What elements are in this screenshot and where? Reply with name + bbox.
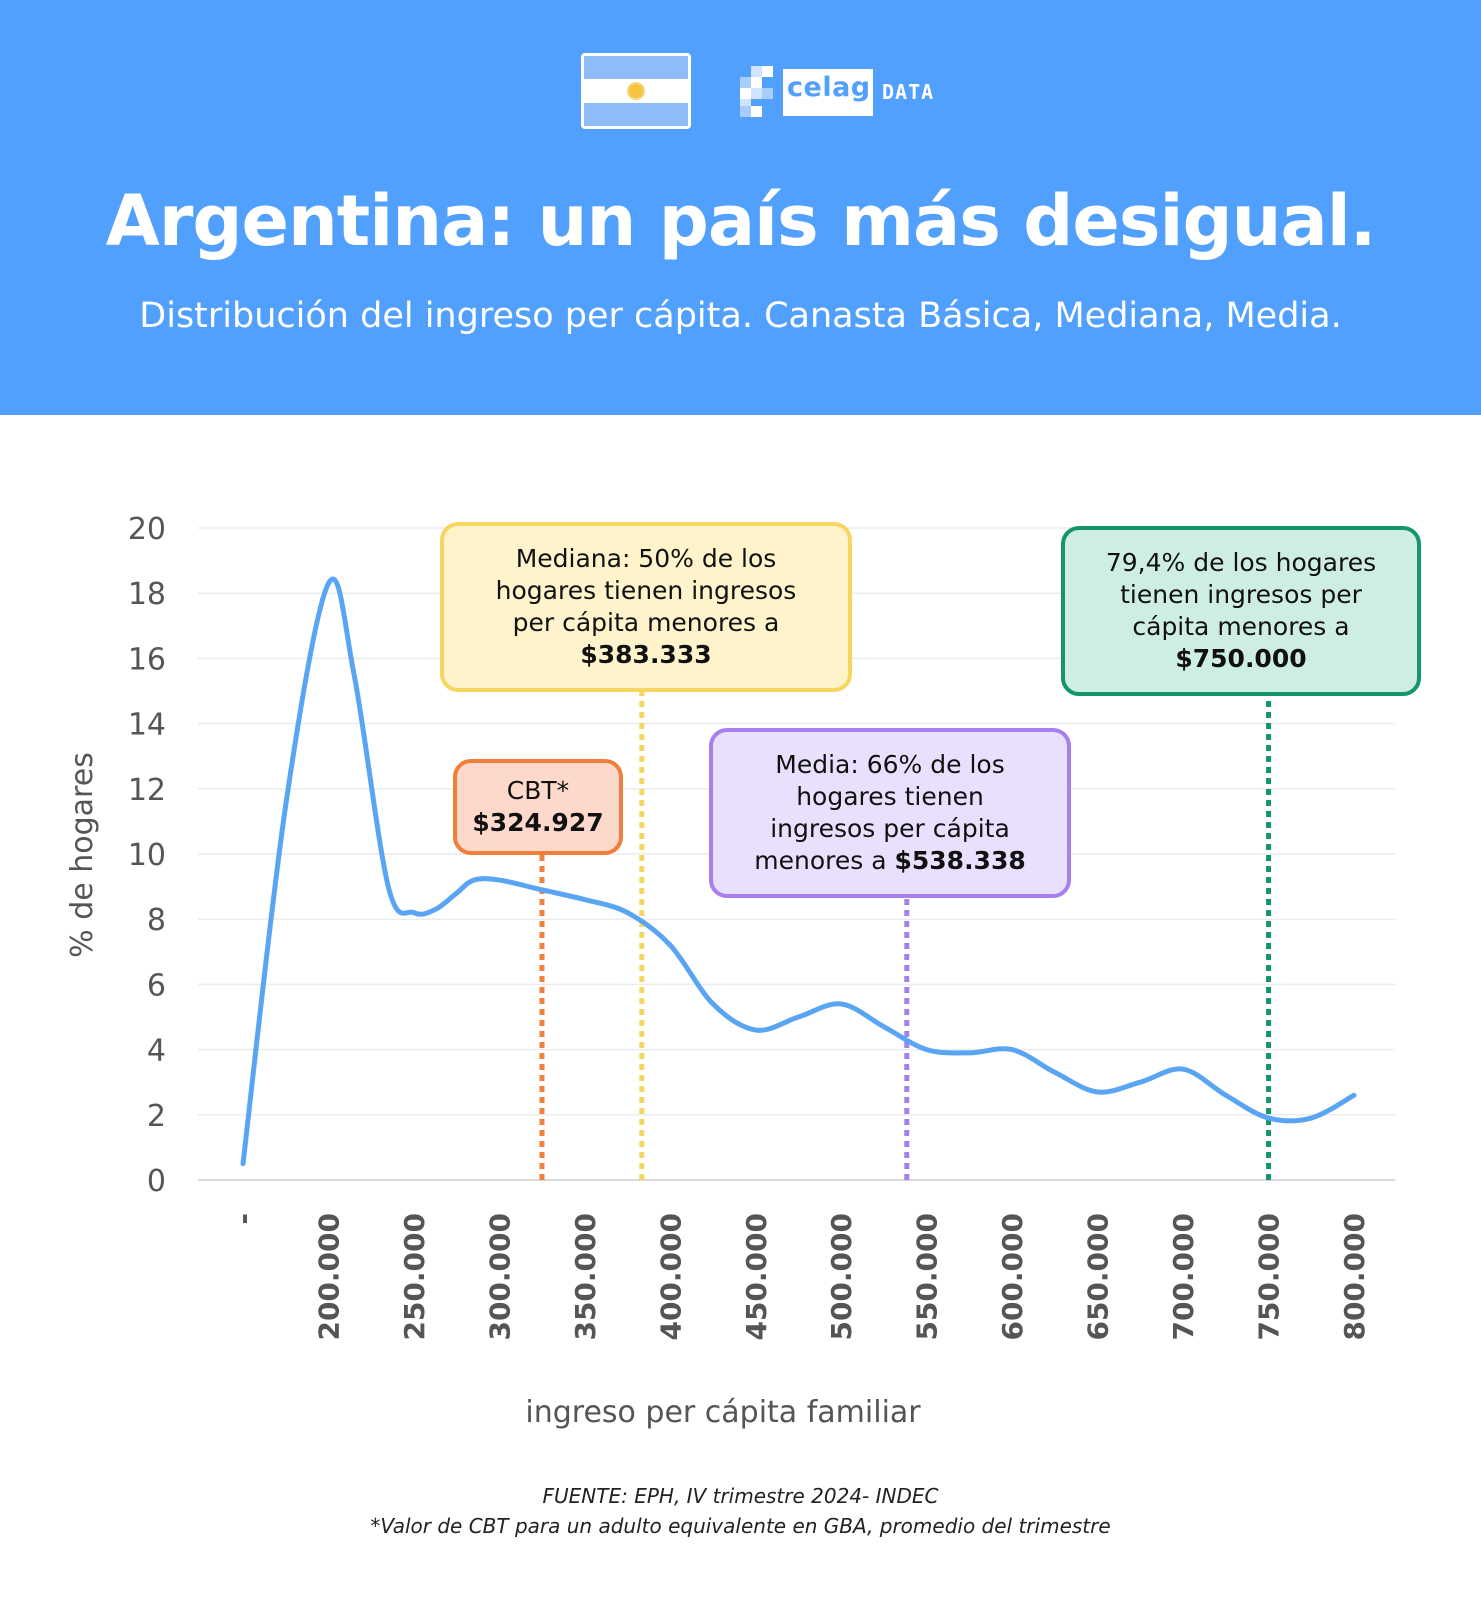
y-axis-label: % de hogares [65,752,100,958]
x-tick-10: 650.000 [1082,1213,1115,1341]
y-tick-2: 2 [147,1099,166,1134]
mediana-line-2: hogares tienen ingresos [495,576,797,605]
x-tick-7: 500.000 [825,1213,858,1341]
pixel-mosaic-icon [740,66,786,118]
argentina-flag-icon [581,53,691,129]
mediana-line-3: per cápita menores a [512,608,780,637]
y-axis-ticks: 0 2 4 6 8 10 12 14 16 18 20 [128,512,166,1199]
x-tick-12: 750.000 [1253,1213,1286,1341]
p79-line-3: cápita menores a [1132,612,1350,641]
media-line-4: menores a [754,846,895,875]
cbt-annotation: CBT* $324.927 [453,759,623,855]
y-tick-10: 10 [128,838,166,873]
x-tick-9: 600.000 [996,1213,1029,1341]
x-tick-2: 250.000 [398,1213,431,1341]
x-axis-ticks: - 200.000 250.000 300.000 350.000 400.000 450.… [227,1213,1371,1341]
y-tick-0: 0 [147,1164,166,1199]
x-tick-1: 200.000 [312,1213,345,1341]
logo-suffix: DATA [882,80,935,104]
y-tick-20: 20 [128,512,166,547]
x-tick-5: 400.000 [654,1213,687,1341]
y-tick-4: 4 [147,1034,166,1069]
page-title: Argentina: un país más desigual. [105,180,1377,262]
page-subtitle: Distribución del ingreso per cápita. Can… [139,296,1342,336]
x-tick-13: 800.000 [1338,1213,1371,1341]
p79-line-1: 79,4% de los hogares [1105,548,1377,577]
p79-value: $750.000 [1175,644,1307,673]
x-tick-4: 350.000 [569,1213,602,1341]
media-line-1: Media: 66% de los [775,750,1005,779]
x-tick-11: 700.000 [1167,1213,1200,1341]
mediana-value: $383.333 [580,640,712,669]
sun-icon [629,83,643,98]
x-axis-label: ingreso per cápita familiar [525,1395,921,1430]
footnote: *Valor de CBT para un adulto equivalente… [370,1514,1111,1538]
mediana-annotation: Mediana: 50% de los hogares tienen ingre… [440,522,852,692]
marker-lines [539,692,1272,1180]
cbt-label: CBT* [506,776,570,805]
p79-annotation: 79,4% de los hogares tienen ingresos per… [1061,526,1421,696]
media-line-2: hogares tienen [796,782,984,811]
logo-text: celag [787,72,871,103]
x-tick-0: - [227,1213,260,1225]
media-line-3: ingresos per cápita [770,814,1010,843]
cbt-value: $324.927 [472,808,604,837]
y-tick-18: 18 [128,577,166,612]
x-tick-3: 300.000 [483,1213,516,1341]
source-note: FUENTE: EPH, IV trimestre 2024- INDEC [542,1484,939,1508]
x-tick-8: 550.000 [911,1213,944,1341]
p79-line-2: tienen ingresos per [1120,580,1362,609]
media-annotation: Media: 66% de los hogares tienen ingreso… [709,728,1071,898]
y-tick-14: 14 [128,708,166,743]
series-line [240,576,1357,1167]
x-tick-6: 450.000 [740,1213,773,1341]
y-tick-6: 6 [147,968,166,1003]
y-tick-12: 12 [128,773,166,808]
mediana-line-1: Mediana: 50% de los [515,544,777,573]
media-value: $538.338 [894,846,1026,875]
logo-box [783,69,873,116]
y-tick-16: 16 [128,642,166,677]
y-tick-8: 8 [147,903,166,938]
header-banner: celag DATA Argentina: un país más desigu… [0,0,1481,415]
